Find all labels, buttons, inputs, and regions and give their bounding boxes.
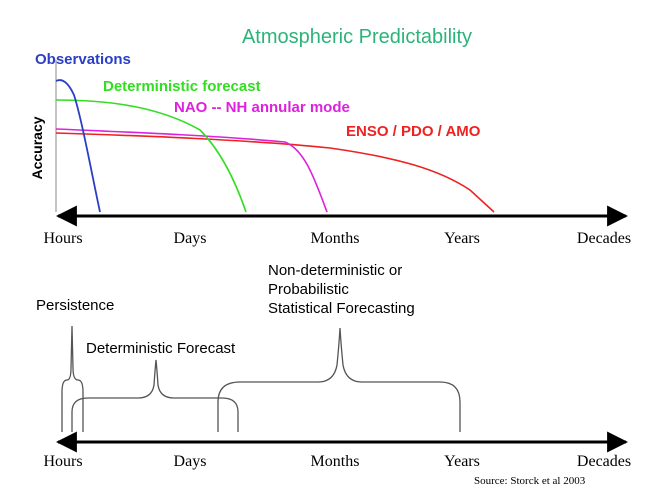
label-observations: Observations xyxy=(35,51,131,68)
label-deterministic-forecast: Deterministic Forecast xyxy=(86,340,236,357)
label-nondet-2: Probabilistic xyxy=(268,281,349,298)
brace-nondeterministic xyxy=(217,327,461,432)
bottom-tick-months: Months xyxy=(311,453,360,470)
label-nondet-3: Statistical Forecasting xyxy=(268,300,415,317)
series-observations xyxy=(55,79,101,213)
bottom-tick-years: Years xyxy=(444,453,480,470)
top-tick-years: Years xyxy=(444,230,480,247)
bottom-tick-decades: Decades xyxy=(577,453,631,470)
source-credit: Source: Storck et al 2003 xyxy=(474,475,586,487)
brace-deterministic xyxy=(71,359,239,432)
label-persistence: Persistence xyxy=(36,297,114,314)
chart-title: Atmospheric Predictability xyxy=(242,26,472,48)
bottom-tick-hours: Hours xyxy=(43,453,82,470)
y-axis-label: Accuracy xyxy=(29,116,45,179)
top-tick-months: Months xyxy=(311,230,360,247)
brace-persistence xyxy=(61,325,84,432)
series-enso xyxy=(55,132,495,213)
label-enso: ENSO / PDO / AMO xyxy=(346,123,481,140)
label-deterministic: Deterministic forecast xyxy=(103,78,261,95)
series-nao xyxy=(55,128,328,213)
top-tick-decades: Decades xyxy=(577,230,631,247)
series-deterministic xyxy=(55,99,247,213)
bottom-tick-days: Days xyxy=(174,453,207,470)
top-tick-hours: Hours xyxy=(43,230,82,247)
bottom-chart: Persistence Deterministic Forecast Non-d… xyxy=(36,262,631,487)
label-nondet-1: Non-deterministic or xyxy=(268,262,402,279)
top-tick-days: Days xyxy=(174,230,207,247)
top-chart: Accuracy Hours Days Months Years Decades… xyxy=(29,51,631,247)
label-nao: NAO -- NH annular mode xyxy=(174,99,350,116)
